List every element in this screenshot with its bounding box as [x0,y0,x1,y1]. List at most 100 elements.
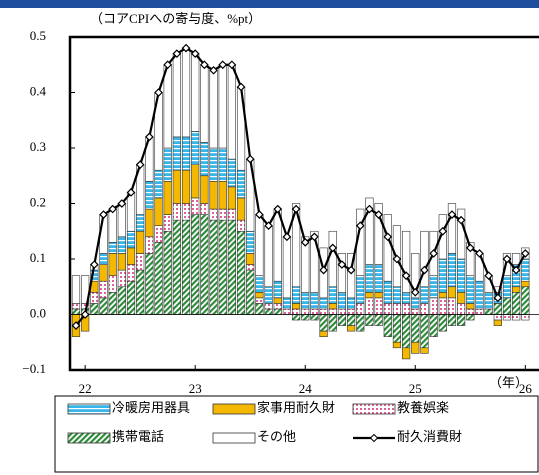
bar-segment [264,303,273,310]
legend-label: 教養娯楽 [397,400,449,415]
line-marker [392,254,402,264]
y-tick-label: 0.3 [30,139,46,154]
bar-segment [502,275,512,299]
bar-segment [512,314,521,321]
bar-segment [218,64,227,149]
line-marker [126,188,136,197]
bar-segment [392,314,402,343]
bar-segment [246,230,255,254]
bar-segment [136,269,145,315]
bar-segment [264,225,273,288]
bar-segment [209,181,218,210]
bar-segment [108,275,117,293]
bar-segment [447,203,457,254]
bar-segment [181,169,191,204]
bar-segment [420,347,429,354]
bar-segment [90,291,99,304]
line-marker [71,321,81,330]
bar-segment [438,258,447,293]
bar-segment [163,181,172,215]
bar-segment [227,158,236,188]
line-marker [227,60,237,70]
bar-segment [154,225,163,243]
bar-segment [90,303,99,315]
bar-segment [420,303,429,315]
bar-segment [392,303,402,315]
y-tick-label: 0.1 [30,250,46,265]
bar-segment [337,308,347,315]
bar-segment [383,314,392,338]
bar-segment [365,314,374,326]
y-tick-label: 0.0 [30,305,46,320]
legend-label: 家事用耐久財 [257,400,335,415]
bar-segment [218,219,227,315]
bar-segment [108,208,117,243]
bar-segment [136,253,145,271]
x-tick-label: 26 [519,381,533,396]
bar-segment [108,253,117,276]
bar-segment [521,286,530,315]
bar-segment [273,297,282,304]
line-marker [273,204,283,214]
bar-segment [163,64,172,149]
bar-segment [365,197,374,265]
bar-segment [117,269,126,288]
bar-segment [264,308,273,315]
line-marker [117,199,127,208]
bar-segment [502,314,512,321]
bar-segment [291,314,301,321]
bar-segment [126,230,136,249]
bar-segment [521,280,530,288]
header-strip [0,0,539,8]
bar-segment [429,275,438,299]
bar-segment [512,286,521,293]
bar-segment [356,314,365,332]
bar-segment [328,230,337,288]
bar-segment [337,314,347,326]
line-marker [346,265,356,275]
bar-segment [136,230,145,254]
bar-segment [99,253,108,265]
bar-segment [466,314,475,321]
line-marker [218,60,228,70]
bar-segment [411,297,420,310]
bar-segment [191,214,200,315]
bar-segment [246,269,255,315]
bar-segment [108,242,117,254]
x-tick-label: 25 [409,381,422,396]
bar-segment [512,291,521,315]
bar-segment [374,291,383,299]
bar-segment [429,314,438,338]
line-marker [484,271,493,280]
bar-segment [402,347,411,360]
bar-segment [466,275,475,304]
legend-label: 携帯電話 [112,429,164,444]
bar-segment [411,308,420,315]
line-marker [154,88,163,97]
bar-segment [447,253,457,288]
bar-segment [392,286,402,304]
bar-segment [108,291,117,315]
bar-segment [438,291,447,299]
bar-segment [346,325,356,332]
bar-segment [282,236,292,299]
line-marker [456,215,466,225]
line-marker [401,271,411,280]
bar-segment [172,53,181,138]
bar-segment [411,314,420,343]
legend-swatch [352,403,396,415]
bar-segment [346,308,356,315]
bar-segment [71,308,81,315]
bar-segment [310,314,319,321]
bar-segment [438,214,447,260]
bar-segment [117,203,126,238]
bar-segment [172,219,181,315]
bar-segment [475,280,484,310]
bar-segment [255,214,264,276]
bar-segment [346,314,356,326]
x-unit: （年） [489,375,528,390]
bar-segment [200,64,209,143]
line-marker [328,243,338,253]
bar-segment [71,303,81,310]
